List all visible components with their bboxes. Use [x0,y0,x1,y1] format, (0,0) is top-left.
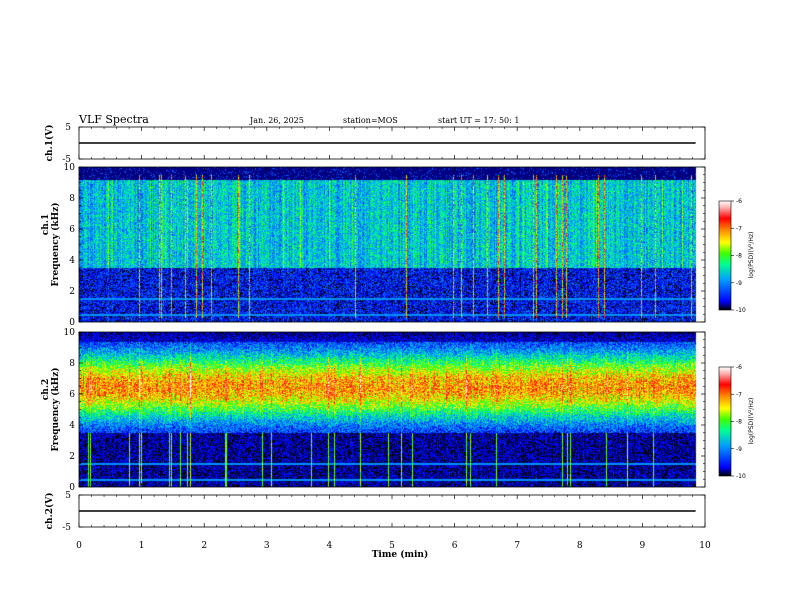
ch2-spectrogram-ytick-label: 0 [69,483,75,493]
ch2-spectrogram-ylabel-top: ch.2 [41,379,51,400]
x-tick-label: 7 [514,541,520,551]
x-tick-label: 6 [452,541,458,551]
x-tick-label: 8 [577,541,583,551]
x-tick-label: 10 [699,541,711,551]
colorbar-ch1-ticks: -6 -7 -8 -9 -10 [731,198,746,314]
ch2-waveform-ytick-label: 5 [65,491,71,501]
x-tick-label: 9 [640,541,646,551]
x-axis-label: Time (min) [372,549,429,560]
ch2-spectrogram-ytick-label: 4 [69,421,75,431]
ch2-spectrogram-canvas [79,332,705,487]
colorbar-ch1-scale [718,200,732,311]
colorbar-ch2-label: log(PSD)(V²/Hz) [748,398,755,445]
ch1-spectrogram-ylabel-top: ch.1 [41,214,51,235]
x-tick-label: 1 [139,541,145,551]
colorbar-ch1-label: log(PSD)(V²/Hz) [748,232,755,279]
x-tick-label: 5 [389,541,395,551]
colorbar-ch2: -6 -7 -8 -9 -10 log(PSD)(V²/Hz) [718,364,755,480]
ch1-spectrogram-ytick-label: 0 [69,318,75,328]
ch2-waveform-ytick-label: -5 [62,523,71,533]
x-tick-label: 2 [201,541,207,551]
ch2-waveform-ylabel: ch.2(V) [44,493,55,530]
station-label: station=MOS [343,116,398,125]
colorbar-tick-label: -9 [736,446,742,453]
ch2-spectrogram-ytick-label: 2 [69,452,75,462]
colorbar-tick-label: -8 [736,419,742,426]
colorbar-ch1: -6 -7 -8 -9 -10 log(PSD)(V²/Hz) [718,198,755,314]
colorbar-tick-label: -6 [736,364,742,371]
colorbar-tick-label: -10 [736,473,746,480]
colorbar-tick-label: -7 [736,225,742,232]
colorbar-tick-label: -7 [736,391,742,398]
ch2-spectrogram-ytick-label: 10 [64,328,76,338]
ch2-spectrogram-ylabel: Frequency (kHz) [50,367,61,451]
panel-ch2-waveform: 5 -5 ch.2(V) 0 1 2 3 4 5 6 7 8 9 10 [44,491,711,551]
colorbar-tick-label: -8 [736,253,742,260]
x-tick-label: 0 [76,541,82,551]
ch1-spectrogram-ytick-label: 10 [64,163,76,173]
colorbar-ch2-scale [718,366,732,477]
ch1-spectrogram-ytick-label: 8 [69,194,75,204]
panel-ch1-spectrogram: 0 2 4 6 8 10 ch.1 Frequency (kHz) [41,163,706,328]
start-time-label: start UT = 17: 50: 1 [438,116,519,125]
x-tick-label: 3 [264,541,270,551]
panel-ch2-spectrogram: 0 2 4 6 8 10 ch.2 Frequency (kHz) [41,328,706,493]
colorbar-tick-label: -6 [736,198,742,205]
ch2-spectrogram-ytick-label: 6 [69,390,75,400]
x-tick-label: 4 [327,541,333,551]
date-label: Jan. 26, 2025 [249,116,304,125]
colorbar-tick-label: -10 [736,307,746,314]
ch1-spectrogram-ylabel: Frequency (kHz) [50,202,61,286]
ch1-spectrogram-raster [79,167,705,322]
ch1-spectrogram-ytick-label: 4 [69,256,75,266]
ch1-waveform-ylabel: ch.1(V) [44,125,55,162]
figure-title: VLF Spectra [78,113,149,126]
panel-ch1-waveform: 5 -5 ch.1(V) [44,123,706,165]
ch1-waveform-ytick-label: 5 [65,123,71,133]
ch1-spectrogram-canvas [79,167,705,322]
ch2-spectrogram-raster [79,332,705,487]
ch1-spectrogram-ytick-label: 2 [69,287,75,297]
ch2-spectrogram-ytick-label: 8 [69,359,75,369]
ch1-spectrogram-ytick-label: 6 [69,225,75,235]
colorbar-tick-label: -9 [736,280,742,287]
ch1-waveform-ytick-label: -5 [62,155,71,165]
colorbar-ch2-ticks: -6 -7 -8 -9 -10 [731,364,746,480]
